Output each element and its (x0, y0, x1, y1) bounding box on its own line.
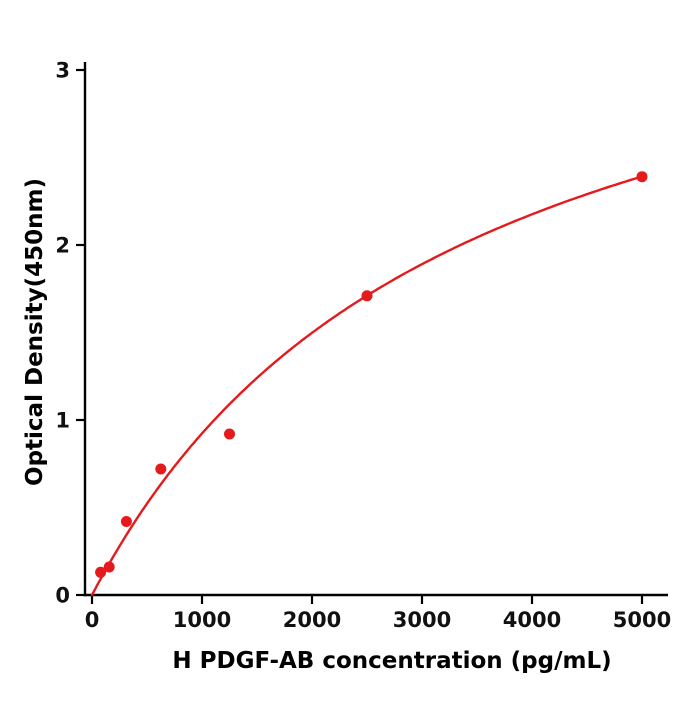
data-point (361, 290, 373, 302)
x-tick-label: 1000 (173, 608, 231, 632)
x-tick-label: 3000 (393, 608, 451, 632)
y-tick-label: 1 (55, 409, 70, 433)
fit-curve (90, 175, 644, 597)
x-tick-label: 2000 (283, 608, 341, 632)
x-tick-label: 0 (85, 608, 100, 632)
data-point (636, 171, 648, 183)
y-tick-label: 0 (55, 584, 70, 608)
data-point (224, 428, 235, 440)
data-point (120, 516, 132, 527)
data-point (95, 566, 107, 578)
y-axis-title: Optical Density(450nm) (22, 178, 48, 486)
x-tick-label: 4000 (503, 608, 561, 632)
data-point (103, 561, 115, 573)
x-axis-title: H PDGF-AB concentration (pg/mL) (172, 648, 611, 674)
y-tick-label: 2 (55, 234, 70, 258)
y-tick-label: 3 (55, 59, 70, 83)
data-point (155, 463, 167, 475)
x-tick-label: 5000 (613, 608, 671, 632)
